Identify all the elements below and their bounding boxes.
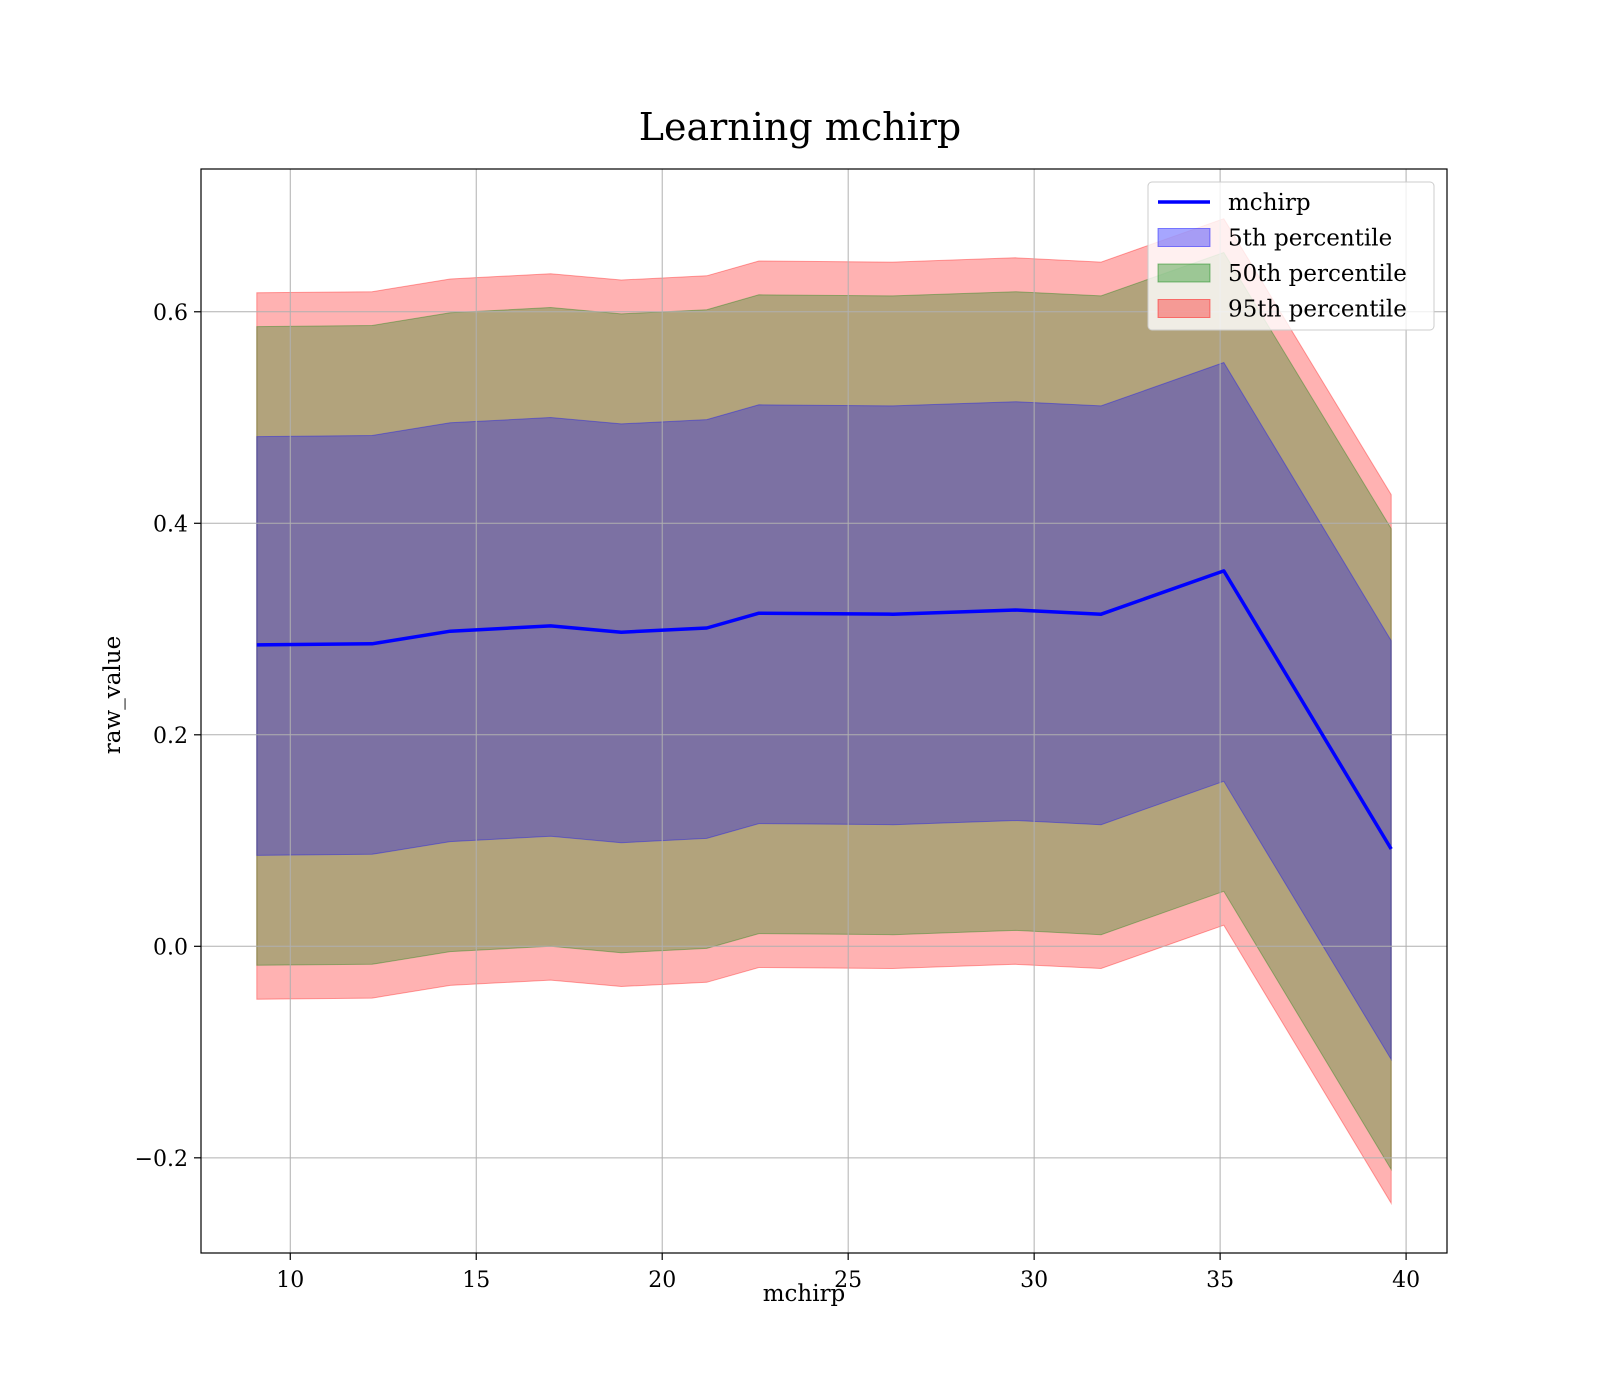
x-tick-label: 40 xyxy=(1392,1268,1420,1293)
band-95th-percentile xyxy=(256,218,1392,1206)
legend-box xyxy=(1147,181,1435,331)
x-tick-label: 30 xyxy=(1020,1268,1048,1293)
x-tick-label: 25 xyxy=(834,1268,862,1293)
legend-swatch-band xyxy=(1157,263,1211,283)
y-tick-label: −0.2 xyxy=(135,1147,188,1172)
legend-label: mchirp xyxy=(1228,190,1311,216)
legend-label: 50th percentile xyxy=(1228,261,1407,287)
y-tick-label: 0.4 xyxy=(153,512,188,537)
x-tick-label: 10 xyxy=(276,1268,304,1293)
y-tick-label: 0.2 xyxy=(153,724,188,749)
y-tick-label: 0.6 xyxy=(153,301,188,326)
series-lines xyxy=(256,569,1393,850)
x-tick-label: 35 xyxy=(1206,1268,1234,1293)
chart-title: Learning mchirp xyxy=(639,105,961,149)
grid-lines xyxy=(201,169,1447,1253)
legend-label: 95th percentile xyxy=(1228,297,1407,323)
band-5th-percentile xyxy=(256,361,1392,1062)
y-tick-label: 0.0 xyxy=(153,935,188,960)
legend: mchirp 5th percentile 50th percentile 95th … xyxy=(1147,181,1435,331)
legend-swatch-band xyxy=(1157,299,1211,318)
series-line-mchirp xyxy=(256,569,1393,850)
legend-label: 5th percentile xyxy=(1228,226,1392,252)
y-axis-ticks: −0.2 0.0 0.2 0.4 0.6 xyxy=(135,301,201,1172)
x-tick-label: 20 xyxy=(648,1268,676,1293)
legend-swatch-band xyxy=(1157,228,1211,247)
y-axis-label: raw_value xyxy=(100,636,126,754)
x-axis-ticks: 10 15 20 25 30 35 40 xyxy=(276,1253,1420,1293)
x-tick-label: 15 xyxy=(462,1268,490,1293)
percentile-bands xyxy=(256,218,1392,1206)
plot-frame xyxy=(200,168,1448,1254)
plot-area xyxy=(200,168,1448,1254)
x-axis-label: mchirp xyxy=(763,1281,846,1307)
